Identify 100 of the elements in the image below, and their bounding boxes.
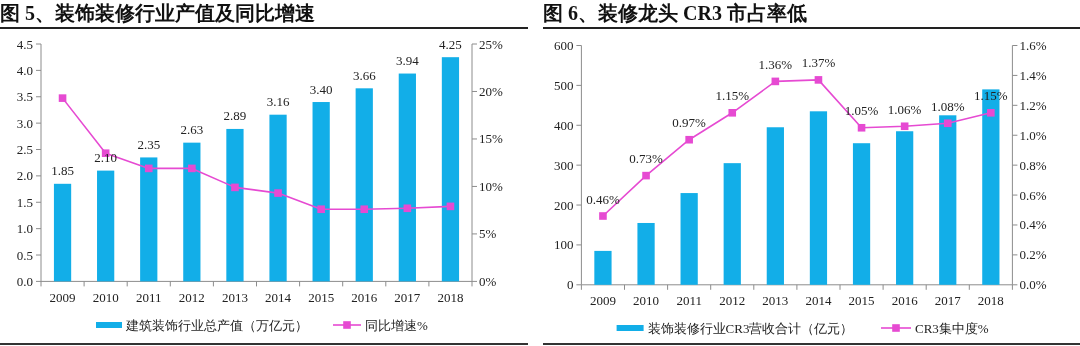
- x-tick-label: 2014: [805, 292, 832, 308]
- x-tick-label: 2017: [394, 289, 421, 305]
- y2-tick-label: 15%: [479, 131, 503, 147]
- x-tick-label: 2016: [891, 292, 919, 308]
- y-tick-label: 2.5: [16, 142, 33, 158]
- point: [987, 109, 995, 117]
- y2-tick-label: 1.6%: [1019, 38, 1047, 53]
- legend-label: 同比增速%: [365, 317, 428, 333]
- y2-tick-label: 10%: [479, 178, 503, 194]
- bar: [896, 131, 914, 285]
- bar: [269, 114, 287, 282]
- bar: [441, 57, 460, 282]
- y-tick-label: 0: [566, 277, 574, 293]
- bar: [226, 128, 244, 282]
- x-tick-label: 2009: [589, 292, 616, 308]
- x-tick-label: 2013: [762, 292, 789, 308]
- data-label: 3.66: [352, 67, 377, 83]
- bar: [312, 102, 330, 282]
- y-tick-label: 3.5: [16, 89, 33, 105]
- y2-tick-label: 5%: [479, 226, 497, 242]
- bar: [594, 250, 612, 285]
- x-tick-label: 2018: [437, 289, 464, 305]
- bar: [53, 183, 72, 282]
- point: [58, 94, 67, 102]
- data-label: 3.16: [266, 94, 290, 110]
- y-tick-label: 2.0: [16, 168, 33, 184]
- bar: [183, 142, 201, 282]
- y2-tick-label: 0.6%: [1019, 187, 1047, 203]
- point: [144, 164, 153, 173]
- point: [685, 135, 693, 144]
- y2-tick-label: 1.4%: [1019, 67, 1047, 83]
- data-label: 0.46%: [586, 191, 620, 207]
- x-tick-label: 2015: [848, 292, 875, 308]
- bar: [680, 193, 698, 285]
- data-label: 2.63: [180, 122, 204, 138]
- y-tick-label: 4.5: [16, 36, 33, 52]
- point: [857, 123, 866, 132]
- bar: [637, 222, 655, 285]
- point: [188, 164, 196, 173]
- x-tick-label: 2016: [351, 289, 378, 305]
- y-tick-label: 200: [553, 197, 574, 213]
- data-label: 1.08%: [930, 98, 965, 114]
- x-tick-label: 2012: [178, 289, 205, 305]
- x-tick-label: 2011: [676, 292, 702, 308]
- point: [231, 183, 239, 192]
- point: [642, 171, 650, 180]
- y2-tick-label: 0.0%: [1019, 277, 1047, 293]
- x-tick-label: 2010: [92, 289, 119, 305]
- data-label: 2.35: [137, 136, 161, 152]
- y2-tick-label: 20%: [479, 83, 503, 99]
- y-tick-label: 3.0: [16, 115, 33, 131]
- y-tick-label: 1.5: [16, 194, 33, 210]
- bar: [398, 73, 416, 282]
- chart-title: 图 5、装饰装修行业产值及同比增速: [0, 0, 528, 29]
- data-label: 1.36%: [758, 56, 793, 72]
- data-label: 1.37%: [801, 55, 836, 71]
- y-tick-label: 0.5: [16, 247, 33, 263]
- y2-tick-label: 0.4%: [1019, 217, 1047, 233]
- data-label: 1.06%: [887, 101, 922, 117]
- y-tick-label: 1.0: [16, 221, 33, 237]
- data-label: 1.15%: [715, 88, 750, 104]
- x-tick-label: 2017: [934, 292, 962, 308]
- data-label: 0.97%: [672, 115, 707, 131]
- x-tick-label: 2015: [308, 289, 335, 305]
- x-tick-label: 2013: [221, 289, 248, 305]
- x-tick-label: 2009: [49, 289, 76, 305]
- y2-tick-label: 25%: [479, 36, 503, 52]
- bar: [766, 127, 784, 285]
- y2-tick-label: 1.2%: [1019, 97, 1047, 113]
- data-label: 1.05%: [844, 103, 879, 119]
- y-tick-label: 0.0: [16, 273, 33, 289]
- y-tick-label: 300: [553, 157, 574, 173]
- bar: [355, 88, 373, 282]
- bar: [140, 157, 158, 282]
- x-tick-label: 2018: [977, 292, 1004, 308]
- data-label: 1.85: [51, 163, 74, 179]
- legend-label: CR3集中度%: [915, 320, 989, 336]
- point: [317, 205, 325, 214]
- point: [403, 204, 412, 213]
- point: [274, 189, 282, 197]
- legend-label: 装饰装修行业CR3营收合计（亿元）: [647, 320, 854, 336]
- x-tick-label: 2014: [265, 289, 292, 305]
- y2-tick-label: 0.8%: [1019, 157, 1047, 173]
- y-tick-label: 400: [553, 117, 574, 133]
- y-tick-label: 600: [553, 38, 574, 53]
- y2-tick-label: 0%: [479, 273, 497, 289]
- data-label: 4.25: [439, 36, 462, 52]
- point: [900, 122, 909, 131]
- data-label: 0.73%: [629, 151, 663, 167]
- bar: [723, 163, 741, 285]
- x-tick-label: 2011: [135, 289, 162, 305]
- data-label: 3.40: [309, 81, 333, 97]
- point: [599, 212, 607, 220]
- x-tick-label: 2010: [633, 292, 660, 308]
- bar: [97, 170, 115, 282]
- y2-tick-label: 0.2%: [1019, 247, 1047, 263]
- y-tick-label: 100: [553, 237, 574, 253]
- bar: [809, 111, 828, 285]
- chart-title: 图 6、装修龙头 CR3 市占率低: [543, 0, 1080, 29]
- data-label: 2.89: [223, 108, 247, 124]
